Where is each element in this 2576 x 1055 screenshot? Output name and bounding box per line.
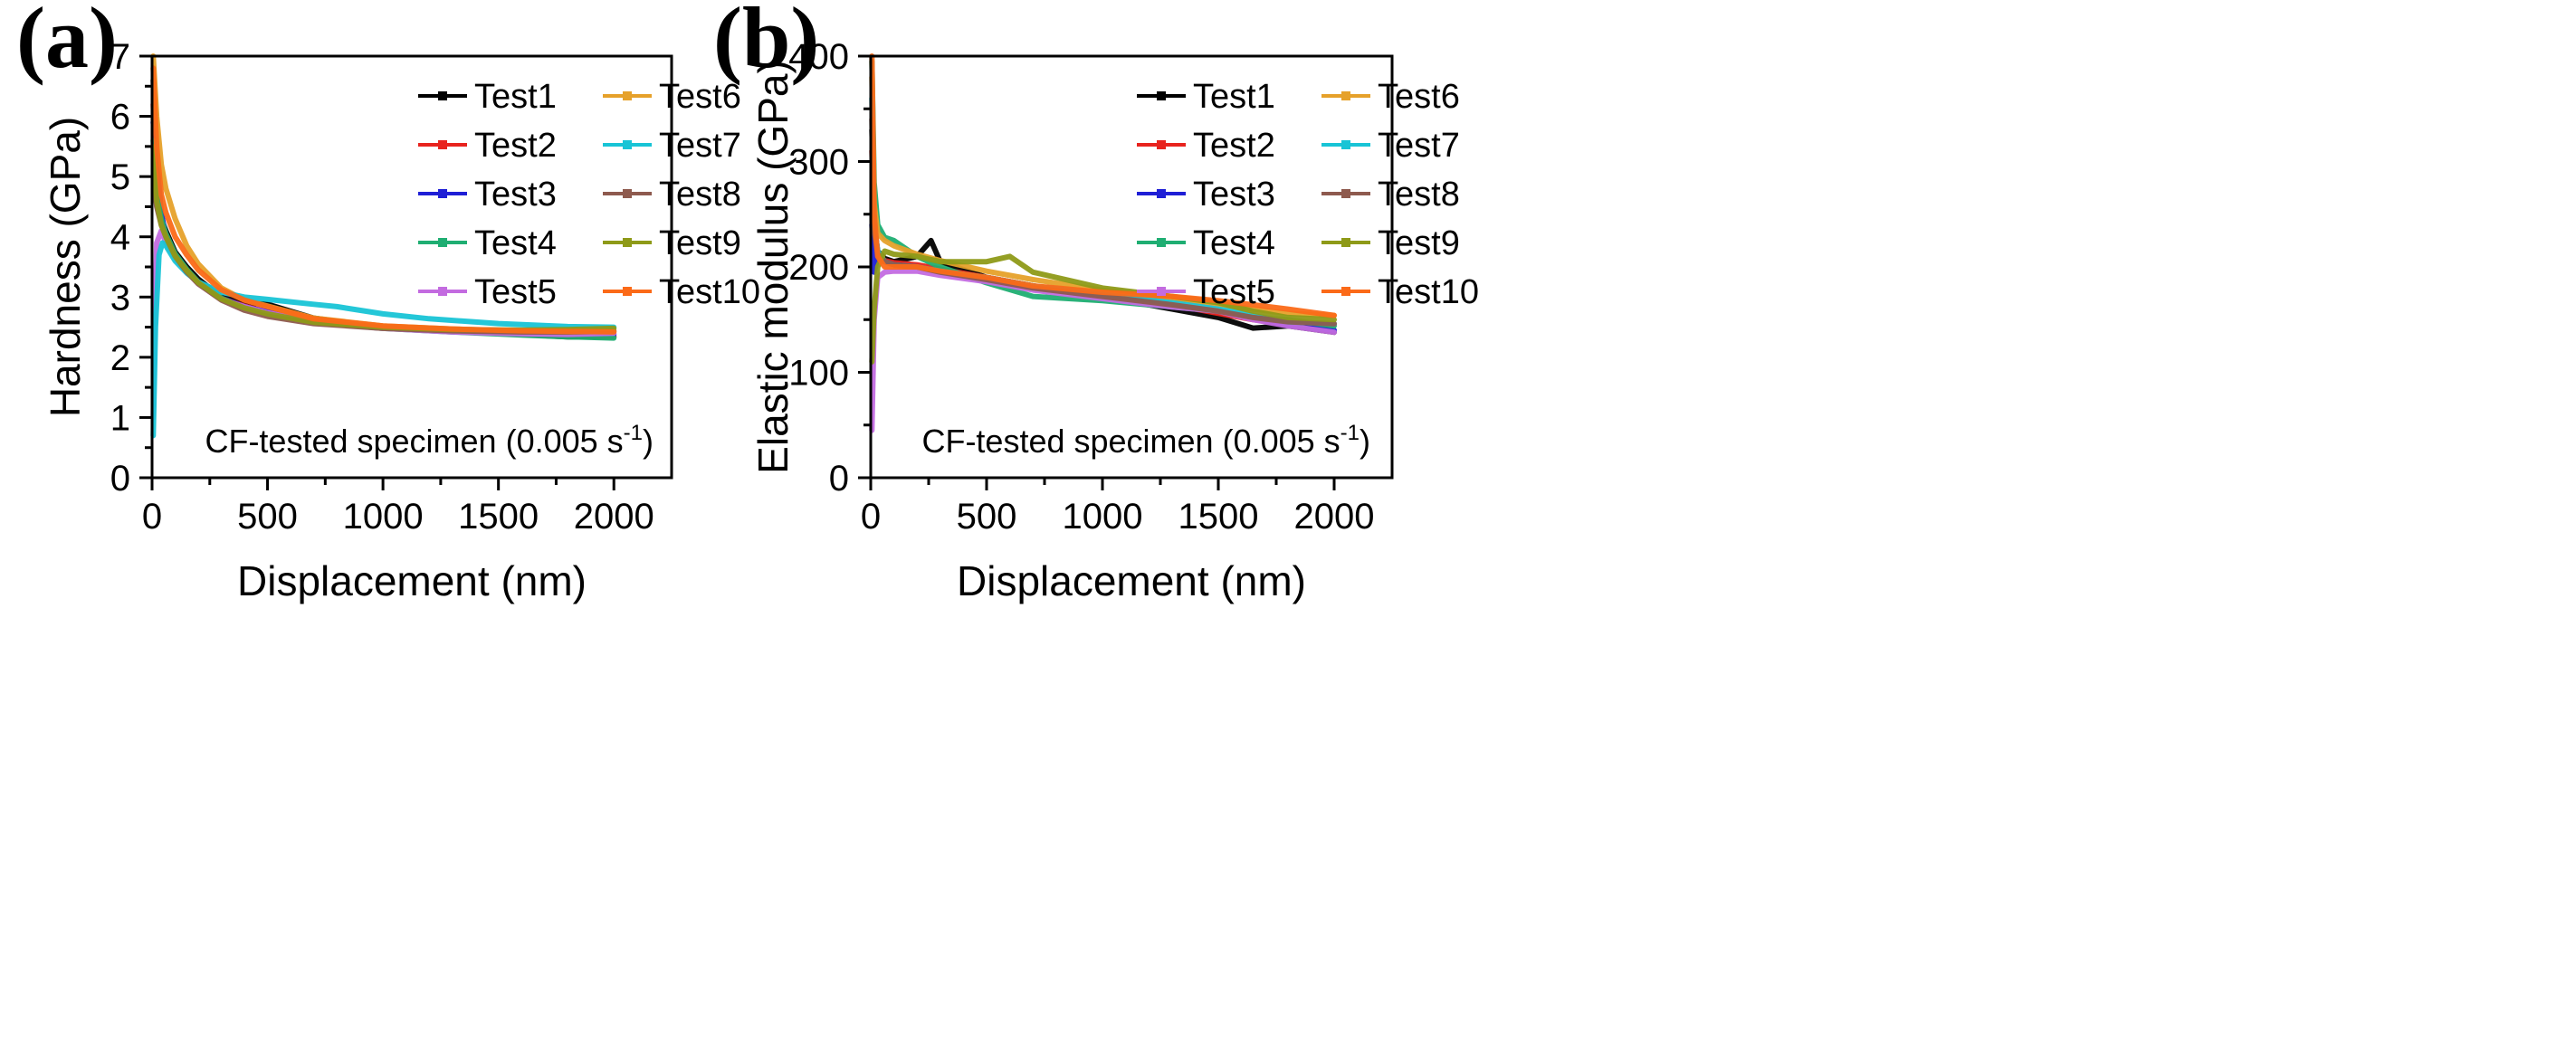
panel-b-legend-marker-test3: [1157, 189, 1166, 198]
panel-b-annotation-sup: -1: [1340, 421, 1360, 445]
panel-a-y-tick-label: 5: [110, 157, 130, 197]
panel-a-annotation: CF-tested specimen (0.005 s-1): [205, 421, 654, 460]
panel-a-x-tick-label: 500: [237, 497, 298, 537]
panel-a-legend-marker-test3: [438, 189, 447, 198]
panel-a-legend-marker-test1: [438, 91, 447, 100]
panel-a-legend-marker-test2: [438, 140, 447, 149]
panel-a-y-axis-title: Hardness (GPa): [42, 117, 89, 417]
panel-a-legend-label-test9: Test9: [659, 224, 741, 262]
panel-a-series-line-test7: [150, 240, 617, 439]
panel-b-x-tick-label: 0: [861, 497, 881, 537]
panel-b-legend: Test1 Test2 Test3 Test4 Test5 Test6 Test7 Test8…: [1137, 78, 1479, 311]
panel-a-y-tick-label: 3: [110, 278, 130, 318]
panel-b-y-tick-label: 0: [829, 459, 849, 499]
panel-a-legend-marker-test5: [438, 287, 447, 296]
panel-b-legend-label-test3: Test3: [1193, 176, 1275, 214]
panel-b-y-tick-label: 400: [788, 37, 849, 77]
panel-b-elastic-modulus-chart: (b) 0 500 1000 1500 2000 0 100 200 300 400 Displace…: [713, 0, 1479, 604]
panel-a-legend-marker-test4: [438, 238, 447, 247]
panel-b-legend-label-test5: Test5: [1193, 273, 1275, 311]
panel-a-legend-marker-test6: [623, 91, 632, 100]
panel-b-legend-marker-test4: [1157, 238, 1166, 247]
panel-b-letter: (b): [713, 0, 819, 86]
panel-a-y-tick-label: 1: [110, 398, 130, 438]
panel-a-legend-marker-test7: [623, 140, 632, 149]
panel-b-legend-marker-test5: [1157, 287, 1166, 296]
panel-b-x-tick-label: 500: [957, 497, 1017, 537]
panel-a-hardness-chart: (a) 0 500 1000 1500 2000 0 1 2 3 4 5 6 7 Displacement …: [16, 0, 760, 604]
panel-a-y-tick-label: 0: [110, 459, 130, 499]
panel-a-legend-label-test10: Test10: [659, 273, 760, 311]
panel-a-annotation-sup: -1: [624, 421, 643, 445]
panel-b-legend-marker-test7: [1341, 140, 1350, 149]
panel-b-y-axis-title: Elastic modulus (GPa): [749, 60, 797, 474]
panel-b-y-tick-label: 100: [788, 354, 849, 394]
panel-a-x-tick-label: 1000: [343, 497, 424, 537]
panel-b-annotation-main: CF-tested specimen (0.005 s: [921, 423, 1340, 460]
panel-a-legend-label-test5: Test5: [474, 273, 557, 311]
panel-a-legend-label-test7: Test7: [659, 127, 741, 165]
panel-b-legend-marker-test6: [1341, 91, 1350, 100]
panel-a-y-tick-label: 7: [110, 37, 130, 77]
panel-a-annotation-main: CF-tested specimen (0.005 s: [205, 423, 623, 460]
panel-a-y-tick-label: 4: [110, 218, 130, 258]
panel-a-legend-label-test1: Test1: [474, 78, 557, 116]
panel-b-legend-marker-test9: [1341, 238, 1350, 247]
panel-b-x-tick-label: 2000: [1294, 497, 1375, 537]
panel-a-y-tick-label: 6: [110, 98, 130, 138]
panel-b-annotation: CF-tested specimen (0.005 s-1): [921, 421, 1370, 460]
panel-b-legend-label-test9: Test9: [1378, 224, 1460, 262]
panel-b-legend-label-test4: Test4: [1193, 224, 1275, 262]
panel-b-annotation-close: ): [1360, 423, 1370, 460]
panel-a-y-tick-label: 2: [110, 338, 130, 378]
panel-b-x-tick-label: 1500: [1178, 497, 1259, 537]
panel-a-legend-marker-test9: [623, 238, 632, 247]
panel-a-legend-label-test8: Test8: [659, 176, 741, 214]
panel-a-series-line-test10: [150, 65, 617, 335]
panel-b-legend-label-test8: Test8: [1378, 176, 1460, 214]
panel-a-x-tick-label: 0: [142, 497, 162, 537]
panel-a-x-axis-title: Displacement (nm): [237, 557, 587, 604]
panel-a-legend-marker-test8: [623, 189, 632, 198]
panel-a-annotation-close: ): [643, 423, 654, 460]
panel-b-legend-marker-test10: [1341, 287, 1350, 296]
panel-b-legend-marker-test2: [1157, 140, 1166, 149]
panel-b-series-line-test10: [869, 53, 1337, 318]
panel-b-legend-label-test6: Test6: [1378, 78, 1460, 116]
panel-b-series-group: [869, 53, 1337, 433]
panel-b-legend-marker-test8: [1341, 189, 1350, 198]
panel-a-legend-label-test6: Test6: [659, 78, 741, 116]
panel-a-x-tick-label: 2000: [574, 497, 654, 537]
panel-b-legend-label-test10: Test10: [1378, 273, 1479, 311]
panel-b-legend-marker-test1: [1157, 91, 1166, 100]
panel-b-x-tick-label: 1000: [1063, 497, 1143, 537]
panel-b-legend-label-test7: Test7: [1378, 127, 1460, 165]
panel-a-legend-marker-test10: [623, 287, 632, 296]
panel-a-legend-label-test4: Test4: [474, 224, 557, 262]
panel-b-y-tick-label: 200: [788, 248, 849, 288]
panel-a-x-tick-label: 1500: [458, 497, 539, 537]
panel-b-x-axis-title: Displacement (nm): [957, 557, 1306, 604]
panel-a-series-group: [150, 53, 617, 439]
panel-b-legend-label-test1: Test1: [1193, 78, 1275, 116]
panel-a-plot-frame: [150, 54, 673, 480]
panel-b-y-tick-label: 300: [788, 143, 849, 183]
panel-a-letter: (a): [16, 0, 118, 86]
panel-a-legend-label-test2: Test2: [474, 127, 557, 165]
panel-b-legend-label-test2: Test2: [1193, 127, 1275, 165]
panel-a-legend: Test1 Test2 Test3 Test4 Test5 Test6 Test7 Test8…: [418, 78, 760, 311]
panel-a-legend-label-test3: Test3: [474, 176, 557, 214]
